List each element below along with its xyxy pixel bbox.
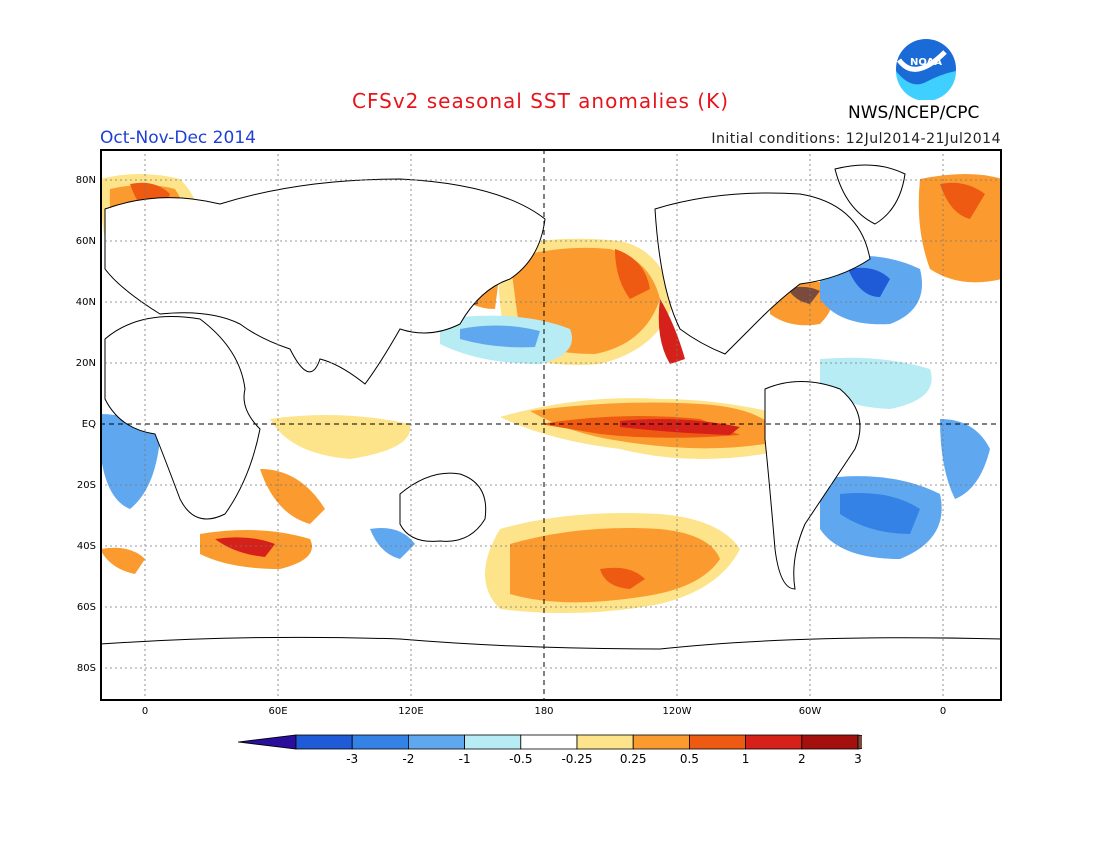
lat-label-80s: 80S	[76, 663, 96, 674]
initial-conditions-label: Initial conditions: 12Jul2014-21Jul2014	[711, 131, 1001, 147]
lon-label-60w: 60W	[798, 706, 822, 717]
colorbar-label: 3	[854, 752, 862, 766]
agency-label: NWS/NCEP/CPC	[848, 103, 980, 123]
lon-label-0-east: 0	[939, 706, 947, 717]
sst-anomaly-map	[100, 149, 1002, 701]
colorbar-label: 0.25	[619, 752, 647, 766]
colorbar-cell	[407, 734, 465, 750]
warm-anomaly-regions	[100, 174, 1002, 613]
map-frame	[100, 149, 1002, 701]
colorbar-cell	[464, 734, 522, 750]
lat-label-60n: 60N	[75, 236, 96, 247]
colorbar-label: 2	[797, 752, 806, 766]
continent-outlines	[100, 164, 1002, 701]
colorbar	[238, 734, 862, 750]
colorbar-label: -0.5	[509, 752, 533, 766]
colorbar-cell-low	[238, 734, 297, 750]
colorbar-cell-high	[857, 734, 862, 750]
graticule	[100, 149, 1002, 701]
lat-label-40s: 40S	[76, 541, 96, 552]
colorbar-label: -3	[346, 752, 359, 766]
lon-label-120w: 120W	[662, 706, 692, 717]
lon-label-60e: 60E	[268, 706, 288, 717]
colorbar-cell	[801, 734, 859, 750]
colorbar-cell	[688, 734, 746, 750]
cool-anomaly-regions	[100, 255, 990, 559]
lat-label-eq: EQ	[81, 419, 96, 430]
colorbar-cell	[576, 734, 634, 750]
colorbar-label: -2	[402, 752, 415, 766]
page-title: CFSv2 seasonal SST anomalies (K)	[352, 89, 729, 113]
lat-label-60s: 60S	[76, 602, 96, 613]
colorbar-cell	[745, 734, 803, 750]
season-label: Oct-Nov-Dec 2014	[100, 128, 256, 148]
lat-label-80n: 80N	[75, 175, 96, 186]
svg-text:NOAA: NOAA	[910, 57, 942, 68]
lat-label-20n: 20N	[75, 358, 96, 369]
noaa-logo: NOAA	[896, 39, 956, 100]
lon-label-120e: 120E	[398, 706, 424, 717]
colorbar-cell	[295, 734, 353, 750]
colorbar-label: 0.5	[679, 752, 699, 766]
colorbar-label: -0.25	[561, 752, 593, 766]
lat-label-20s: 20S	[76, 480, 96, 491]
colorbar-cell	[351, 734, 409, 750]
lon-label-0: 0	[141, 706, 149, 717]
colorbar-cell	[520, 734, 578, 750]
colorbar-cell	[632, 734, 690, 750]
colorbar-label: 1	[741, 752, 750, 766]
lat-label-40n: 40N	[75, 297, 96, 308]
colorbar-label: -1	[458, 752, 471, 766]
lon-label-180: 180	[534, 706, 554, 717]
